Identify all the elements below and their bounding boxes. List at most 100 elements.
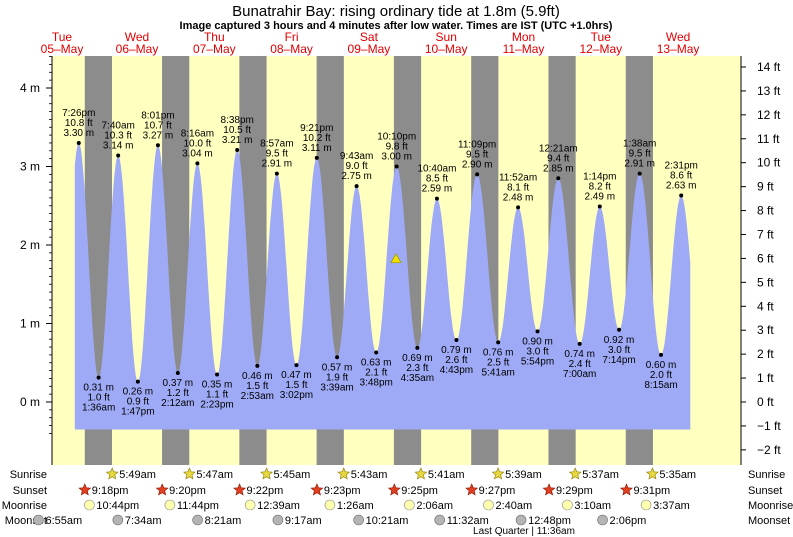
right-tick-label: −1 ft [757, 419, 781, 433]
tide-feet: 3.0 ft [608, 345, 630, 356]
right-tick-label: 14 ft [757, 60, 781, 74]
row-label-right: Sunset [748, 485, 782, 497]
sunset-time: 9:31pm [633, 485, 670, 497]
tide-metres: 3.11 m [302, 143, 332, 154]
tide-metres: 2.63 m [666, 181, 697, 192]
sunset-icon [465, 483, 479, 496]
sunrise-time: 5:43am [351, 469, 388, 481]
right-tick-label: −2 ft [757, 443, 781, 457]
row-label-right: Moonrise [748, 500, 793, 512]
left-tick-label: 3 m [20, 160, 40, 174]
tide-feet: 2.1 ft [365, 368, 387, 379]
tide-metres: 0.47 m [281, 370, 312, 381]
right-tick-label: 13 ft [757, 84, 781, 98]
sunset-icon [155, 483, 169, 496]
tide-feet: 10.5 ft [223, 125, 251, 136]
moonset-time: 8:21am [205, 515, 242, 527]
tide-metres: 0.76 m [483, 347, 514, 358]
tide-time: 11:09pm [458, 139, 496, 150]
tide-time: 4:35am [401, 373, 434, 384]
sunrise-time: 5:41am [428, 469, 465, 481]
tide-time: 10:40am [417, 164, 456, 175]
tide-metres: 0.37 m [163, 378, 194, 389]
tide-time: 1:14pm [583, 172, 616, 183]
moonrise-icon [164, 499, 176, 511]
tide-metres: 2.91 m [624, 159, 655, 170]
tide-feet: 1.0 ft [88, 393, 110, 404]
tide-time: 4:43pm [440, 365, 473, 376]
day-date: 07–May [193, 42, 236, 56]
tide-metres: 0.57 m [322, 362, 353, 373]
tide-metres: 0.69 m [402, 353, 433, 364]
row-label-right: Sunrise [748, 469, 785, 481]
tide-metres: 3.21 m [222, 135, 253, 146]
tide-metres: 0.35 m [202, 380, 233, 391]
moonrise-time: 1:26am [337, 500, 374, 512]
high-tide-point [679, 193, 684, 198]
axes: 4 m 3 m 2 m 1 m 0 m 14 ft 13 ft 12 ft 11 ft 10 ft… [20, 56, 781, 465]
tide-time: 3:02pm [280, 390, 313, 401]
day-name: Thu [204, 30, 225, 44]
moonset-time: 6:55am [45, 515, 82, 527]
day-date: 05–May [41, 42, 84, 56]
tide-time: 7:14pm [602, 355, 635, 366]
sunrise-time: 5:49am [119, 469, 156, 481]
moonset-icon [434, 514, 446, 526]
tide-metres: 0.74 m [564, 349, 595, 360]
tide-time: 3:39am [320, 382, 353, 393]
low-tide-point [215, 372, 220, 377]
sunrise-icon [337, 467, 351, 480]
moonset-icon [353, 514, 364, 526]
tide-feet: 8.1 ft [507, 182, 529, 193]
tide-time: 3:48pm [360, 378, 393, 389]
moonrise-time: 3:10am [574, 500, 611, 512]
tide-time: 10:10pm [377, 132, 416, 143]
tide-feet: 9.0 ft [345, 161, 367, 172]
tide-metres: 3.14 m [103, 141, 134, 152]
sunset-icon [542, 483, 556, 496]
sunset-icon [233, 483, 247, 496]
high-tide-point [637, 171, 642, 176]
tide-area [74, 142, 691, 430]
moon-phase-label: Last Quarter | 11:36am [473, 526, 575, 537]
high-tide-point [155, 143, 160, 148]
right-tick-label: 10 ft [757, 156, 781, 170]
tide-feet: 0.9 ft [127, 397, 149, 408]
sunrise-time: 5:35am [659, 469, 696, 481]
tide-time: 2:12am [161, 398, 194, 409]
tide-time: 5:41am [482, 367, 515, 378]
tide-time: 2:23pm [200, 400, 233, 411]
tide-metres: 2.90 m [462, 159, 493, 170]
sunrise-time: 5:45am [274, 469, 311, 481]
moonrise-time: 2:06am [416, 500, 453, 512]
right-tick-label: 12 ft [757, 108, 781, 122]
sunset-time: 9:20pm [169, 485, 206, 497]
day-date: 08–May [270, 42, 313, 56]
tide-feet: 9.8 ft [386, 142, 408, 153]
chart-title: Bunatrahir Bay: rising ordinary tide at … [232, 3, 560, 20]
day-name: Wed [125, 30, 149, 44]
tide-feet: 8.6 ft [670, 171, 692, 182]
tide-feet: 1.5 ft [285, 380, 307, 391]
tide-feet: 10.3 ft [104, 131, 132, 142]
tide-time: 8:57am [260, 139, 293, 150]
tide-time: 1:47pm [121, 407, 154, 418]
right-tick-label: 6 ft [757, 251, 774, 265]
tide-time: 1:36am [82, 403, 115, 414]
tide-feet: 3.0 ft [526, 346, 548, 357]
tide-time: 2:31pm [665, 161, 698, 172]
tide-metres: 2.48 m [503, 192, 534, 203]
sunrise-icon [182, 467, 196, 480]
tide-feet: 1.9 ft [326, 372, 348, 383]
tide-time: 5:54pm [521, 356, 554, 367]
day-date: 13–May [657, 42, 700, 56]
high-tide-point [314, 155, 319, 160]
tide-feet: 10.8 ft [65, 118, 93, 129]
high-tide-point [195, 161, 200, 166]
tide-metres: 2.75 m [341, 171, 372, 182]
left-tick-label: 0 m [20, 395, 40, 409]
tide-metres: 0.46 m [242, 371, 273, 382]
low-tide-point [659, 352, 664, 357]
low-tide-point [415, 345, 420, 350]
